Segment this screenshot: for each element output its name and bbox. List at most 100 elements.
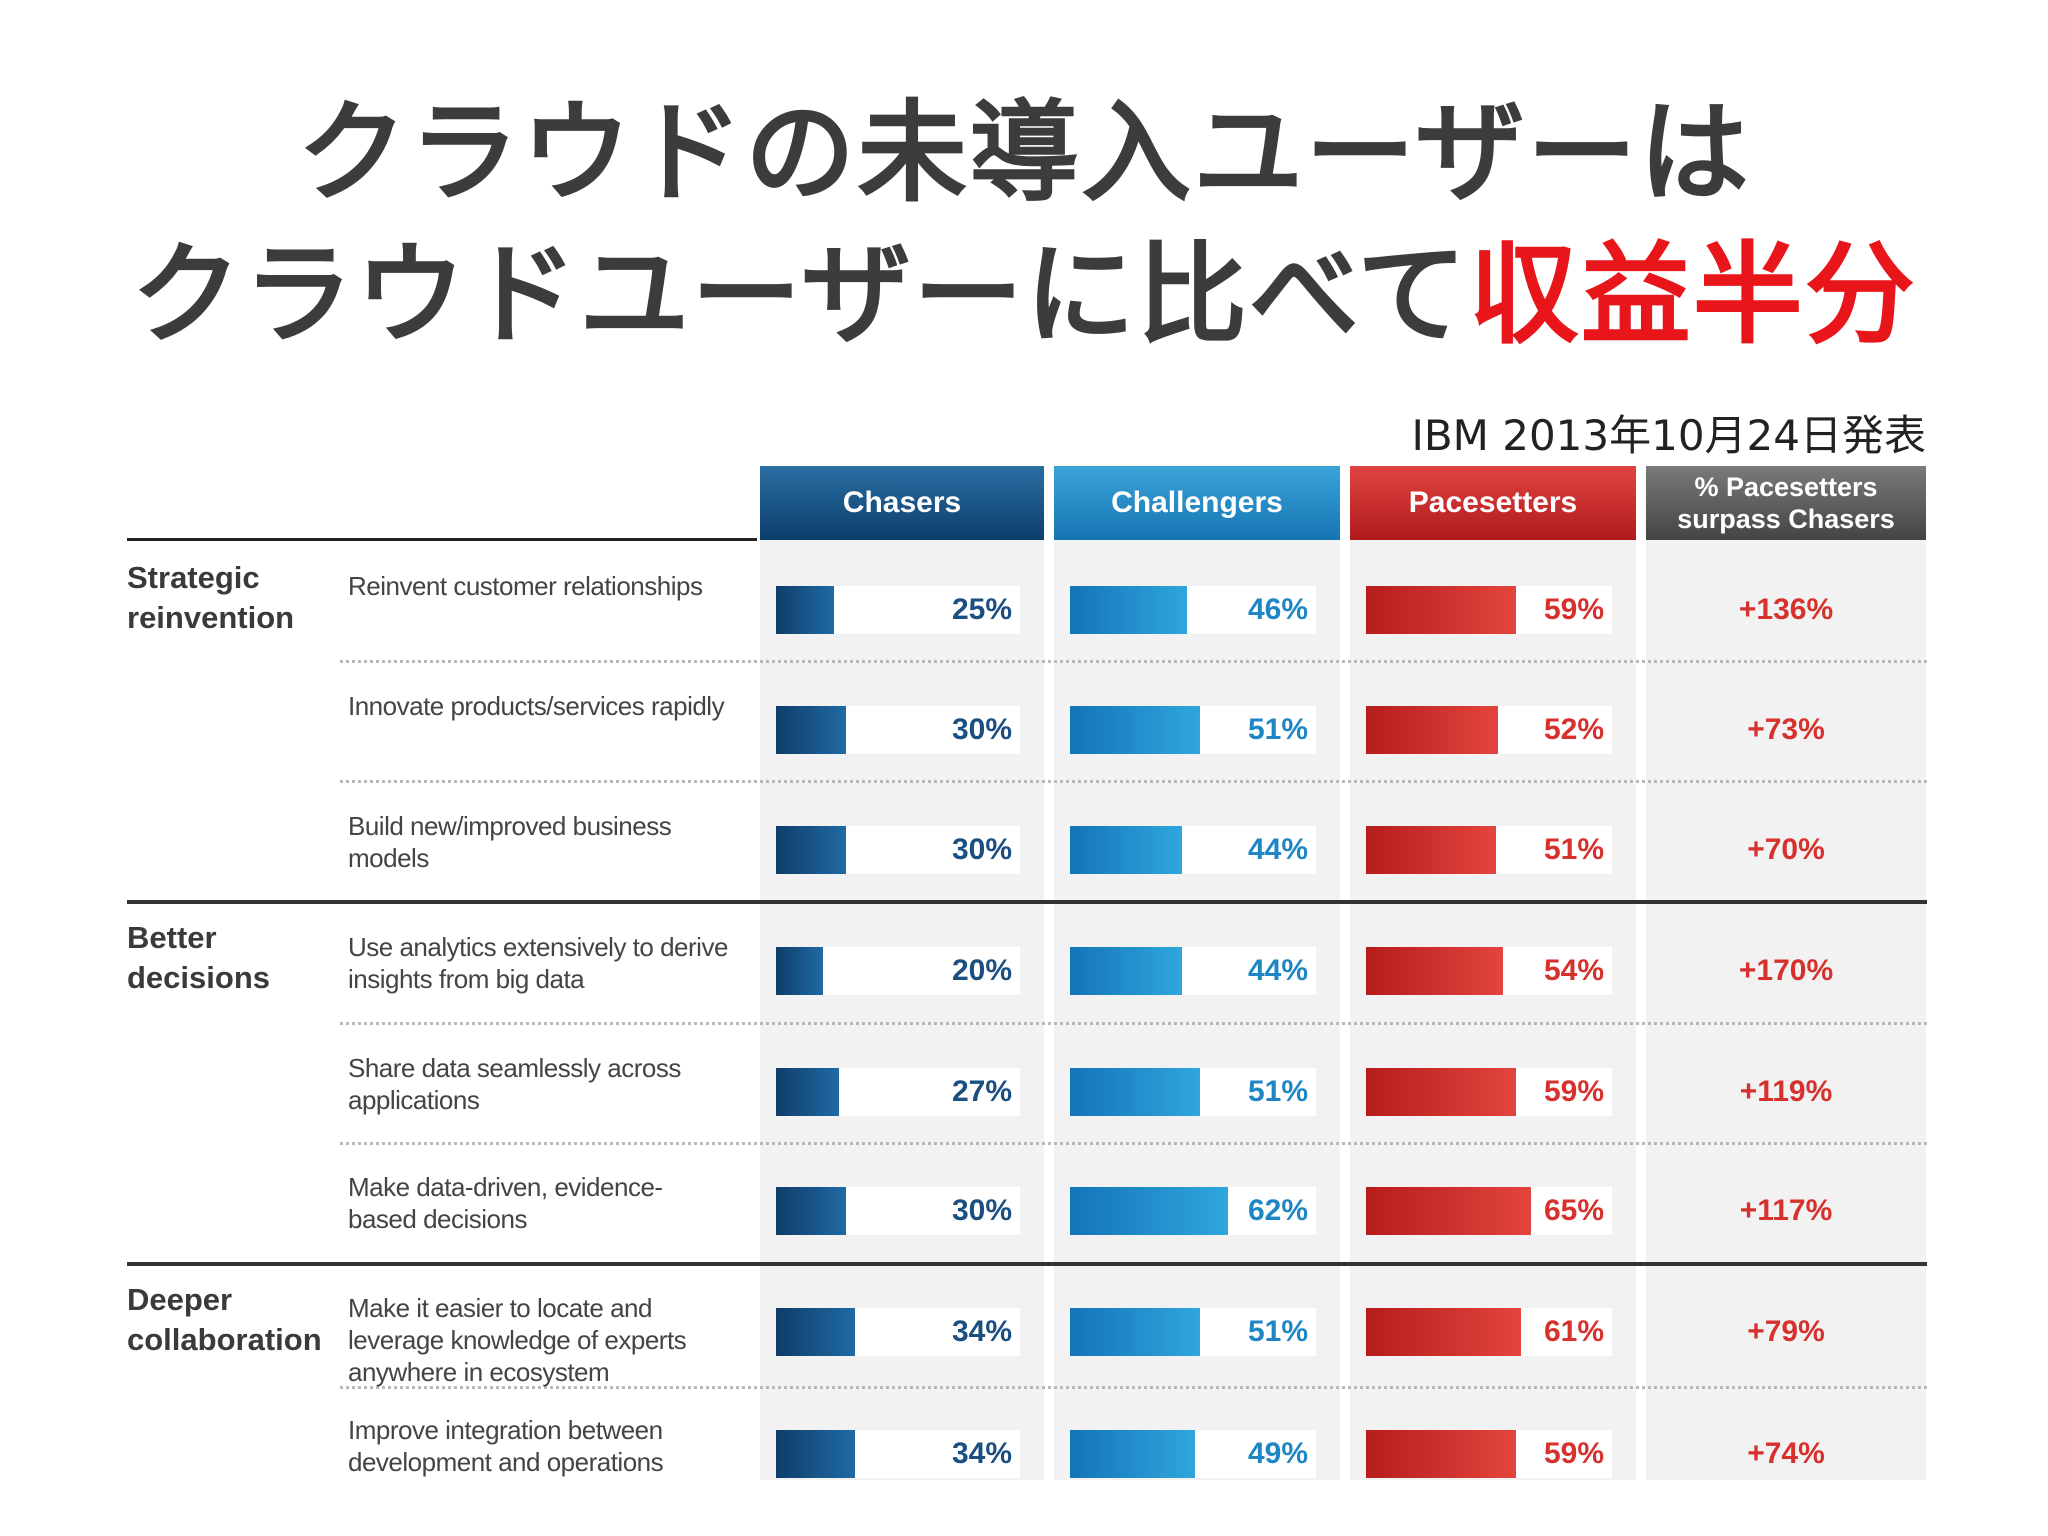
bar-cell-pacesetters: 59% [1366, 1068, 1612, 1116]
row-separator [340, 780, 1927, 783]
group-divider [127, 1262, 1927, 1266]
bar-pacesetters [1366, 1430, 1516, 1478]
data-label-chasers: 30% [951, 833, 1012, 866]
bar-cell-pacesetters: 59% [1366, 1430, 1612, 1478]
bar-cell-challengers: 46% [1070, 586, 1316, 634]
bar-cell-pacesetters: 52% [1366, 706, 1612, 754]
data-label-pacesetters: 52% [1543, 713, 1604, 746]
bar-challengers [1070, 706, 1200, 754]
column-background-surpass [1646, 540, 1926, 1480]
bar-pacesetters [1366, 1187, 1532, 1235]
data-label-pacesetters: 59% [1543, 593, 1604, 626]
column-header-challengers: Challengers [1054, 466, 1340, 540]
data-label-pacesetters: 65% [1543, 1194, 1604, 1227]
bar-cell-chasers: 27% [776, 1068, 1020, 1116]
data-label-chasers: 34% [951, 1315, 1012, 1348]
page-title-line2: クラウドユーザーに比べて収益半分 [0, 230, 2048, 360]
data-label-chasers: 20% [951, 954, 1012, 987]
surpass-value: +136% [1738, 593, 1834, 626]
bar-challengers [1070, 586, 1187, 634]
surpass-value: +170% [1738, 954, 1834, 987]
row-separator [340, 1142, 1927, 1145]
column-header-pacesetters: Pacesetters [1350, 466, 1636, 540]
title-highlight: 収益半分 [1468, 231, 1917, 359]
data-label-challengers: 51% [1247, 1075, 1308, 1108]
bar-chasers [776, 947, 823, 995]
surpass-value: +73% [1747, 713, 1825, 746]
source-note: IBM 2013年10月24日発表 [1411, 411, 1926, 460]
bar-challengers [1070, 1430, 1195, 1478]
bar-cell-pacesetters: 61% [1366, 1308, 1612, 1356]
row-label: Build new/improved business models [348, 811, 672, 873]
page-title-line1: クラウドの未導入ユーザーは [297, 89, 1751, 217]
data-label-challengers: 51% [1247, 1315, 1308, 1348]
data-label-challengers: 46% [1247, 593, 1308, 626]
data-label-pacesetters: 59% [1543, 1075, 1604, 1108]
row-label: Make it easier to locate and leverage kn… [348, 1293, 687, 1387]
data-label-chasers: 30% [951, 713, 1012, 746]
bar-challengers [1070, 947, 1182, 995]
bar-cell-challengers: 51% [1070, 706, 1316, 754]
row-label: Use analytics extensively to derive insi… [348, 932, 728, 994]
data-label-challengers: 44% [1247, 954, 1308, 987]
row-label: Improve integration between development … [348, 1415, 664, 1477]
bar-cell-challengers: 62% [1070, 1187, 1316, 1235]
title-prefix: クラウドユーザーに比べて [131, 231, 1469, 359]
row-separator [340, 660, 1927, 663]
bar-pacesetters [1366, 947, 1504, 995]
surpass-value: +119% [1739, 1075, 1833, 1108]
row-label: Innovate products/services rapidly [348, 691, 725, 721]
surpass-value: +70% [1747, 833, 1825, 866]
group-label: Strategic reinvention [127, 560, 295, 635]
bar-cell-chasers: 30% [776, 826, 1020, 874]
bar-cell-pacesetters: 65% [1366, 1187, 1612, 1235]
data-label-chasers: 30% [951, 1194, 1012, 1227]
bar-challengers [1070, 1068, 1200, 1116]
bar-cell-pacesetters: 54% [1366, 947, 1612, 995]
bar-chasers [776, 1068, 839, 1116]
bar-cell-chasers: 34% [776, 1430, 1020, 1478]
bar-cell-chasers: 34% [776, 1308, 1020, 1356]
surpass-value: +79% [1747, 1315, 1825, 1348]
row-label: Reinvent customer relationships [348, 571, 703, 601]
data-label-pacesetters: 54% [1543, 954, 1604, 987]
bar-chasers [776, 1187, 846, 1235]
bar-chasers [776, 1308, 856, 1356]
bar-pacesetters [1366, 586, 1516, 634]
data-label-pacesetters: 61% [1543, 1315, 1604, 1348]
bar-challengers [1070, 1187, 1228, 1235]
bar-chasers [776, 826, 846, 874]
bar-cell-challengers: 51% [1070, 1068, 1316, 1116]
surpass-value: +74% [1747, 1437, 1825, 1470]
bar-cell-challengers: 51% [1070, 1308, 1316, 1356]
bar-cell-pacesetters: 51% [1366, 826, 1612, 874]
data-label-chasers: 27% [951, 1075, 1012, 1108]
bar-challengers [1070, 826, 1182, 874]
row-label: Make data-driven, evidence-based decisio… [348, 1172, 663, 1234]
bar-cell-challengers: 44% [1070, 947, 1316, 995]
data-label-chasers: 34% [951, 1437, 1012, 1470]
row-separator [340, 1022, 1927, 1025]
group-label: Better decisions [127, 920, 270, 995]
header-rule [127, 538, 757, 541]
data-label-chasers: 25% [951, 593, 1012, 626]
row-label: Share data seamlessly across application… [348, 1053, 681, 1115]
data-label-challengers: 49% [1247, 1437, 1308, 1470]
group-label: Deeper collaboration [127, 1282, 322, 1357]
surpass-value: +117% [1739, 1194, 1833, 1227]
data-label-challengers: 62% [1247, 1194, 1308, 1227]
data-label-challengers: 51% [1247, 713, 1308, 746]
group-divider [127, 900, 1927, 904]
row-separator [340, 1386, 1927, 1389]
bar-cell-challengers: 44% [1070, 826, 1316, 874]
bar-cell-chasers: 20% [776, 947, 1020, 995]
bar-cell-chasers: 25% [776, 586, 1020, 634]
bar-cell-chasers: 30% [776, 1187, 1020, 1235]
bar-pacesetters [1366, 1308, 1522, 1356]
data-label-challengers: 44% [1247, 833, 1308, 866]
bar-chasers [776, 1430, 856, 1478]
bar-cell-pacesetters: 59% [1366, 586, 1612, 634]
bar-challengers [1070, 1308, 1200, 1356]
bar-pacesetters [1366, 1068, 1516, 1116]
bar-cell-chasers: 30% [776, 706, 1020, 754]
